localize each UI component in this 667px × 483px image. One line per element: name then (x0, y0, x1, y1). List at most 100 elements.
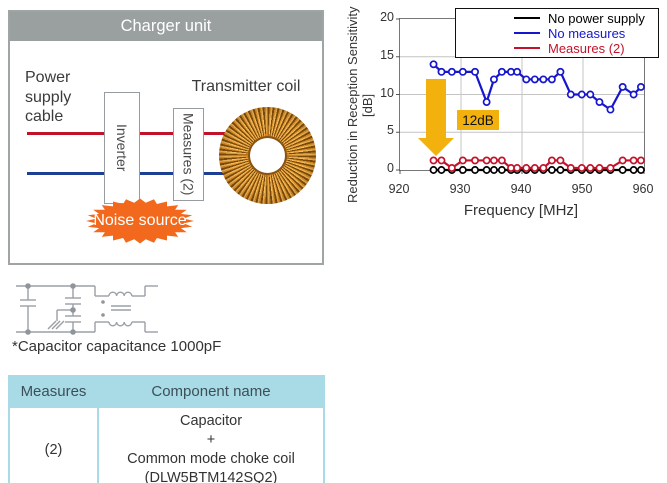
legend-swatch (514, 46, 540, 50)
filter-schematic (16, 283, 158, 335)
series-marker (429, 156, 438, 165)
series-marker (547, 75, 556, 84)
legend-swatch (514, 31, 540, 35)
x-tick-label: 960 (632, 182, 654, 196)
series-marker (586, 90, 595, 99)
series-marker (577, 90, 586, 99)
series-marker (629, 166, 638, 174)
series-marker (447, 67, 456, 76)
starburst-shape (86, 198, 194, 244)
series-marker (429, 60, 438, 69)
series-marker (489, 75, 498, 84)
cell-component-name: Capacitor + Common mode choke coil (DLW5… (97, 405, 325, 483)
reduction-arrow-icon (418, 79, 454, 156)
series-marker (606, 105, 615, 114)
sensitivity-chart: Reduction in Reception Sensitivity [dB] … (345, 5, 667, 223)
series-marker (522, 75, 531, 84)
inverter-label: Inverter (114, 124, 130, 172)
x-tick-label: 940 (510, 182, 532, 196)
series-marker (489, 156, 498, 165)
series-marker (437, 67, 446, 76)
series-marker (629, 90, 638, 99)
series-marker (482, 98, 491, 107)
series-marker (458, 67, 467, 76)
series-marker (586, 164, 595, 172)
x-tick-label: 950 (571, 182, 593, 196)
series-marker (595, 98, 604, 107)
series-marker (497, 156, 506, 165)
series-marker (458, 156, 467, 165)
series-marker (618, 156, 627, 165)
table-header-row: Measures Component name (8, 375, 325, 408)
series-marker (530, 164, 539, 172)
series-marker (530, 75, 539, 84)
series-marker (556, 166, 565, 174)
series-marker (429, 166, 438, 174)
series-marker (482, 156, 491, 165)
series-marker (636, 166, 645, 174)
chart-legend: No power supply No measures Measures (2) (455, 8, 659, 58)
y-tick-label: 0 (387, 161, 394, 175)
y-tick-label: 20 (380, 10, 394, 24)
series-marker (636, 82, 645, 91)
inverter-box: Inverter (104, 92, 140, 204)
transmitter-coil-label: Transmitter coil (191, 78, 301, 95)
series-marker (606, 164, 615, 172)
series-marker (489, 166, 498, 174)
series-marker (458, 166, 467, 174)
series-marker (539, 164, 548, 172)
capacitor-note: *Capacitor capacitance 1000pF (12, 338, 222, 355)
legend-item: Measures (2) (456, 40, 658, 56)
y-tick-label: 5 (387, 123, 394, 138)
table-row: (2) Capacitor + Common mode choke coil (… (8, 405, 325, 483)
legend-item: No measures (456, 25, 658, 41)
series-marker (447, 164, 456, 172)
legend-label: Measures (2) (548, 40, 625, 56)
series-marker (595, 164, 604, 172)
reduction-annotation-badge: 12dB (457, 110, 499, 130)
series-marker (471, 166, 479, 174)
components-table: Measures Component name (2) Capacitor + … (8, 375, 325, 483)
series-marker (618, 82, 627, 91)
x-axis-label: Frequency [MHz] (463, 202, 579, 219)
legend-label: No power supply (548, 10, 645, 26)
series-marker (497, 67, 506, 76)
measures-label: Measures (2) (180, 113, 197, 196)
transmitter-coil-icon (219, 107, 316, 204)
cell-measures: (2) (8, 405, 99, 483)
series-marker (437, 156, 446, 165)
series-marker (629, 156, 638, 165)
series-marker (636, 156, 645, 165)
series-marker (566, 90, 575, 99)
series-marker (471, 67, 479, 76)
power-supply-cable-label: Power supply cable (25, 69, 72, 126)
series-marker (513, 67, 522, 76)
series-marker (547, 166, 556, 174)
series-marker (471, 156, 479, 165)
series-marker (618, 166, 627, 174)
series-marker (566, 164, 575, 172)
legend-label: No measures (548, 25, 626, 41)
charger-unit-diagram: Charger unit Power supply cable Inverter… (8, 10, 324, 265)
noise-source-label: Noise source (93, 212, 187, 229)
series-marker (522, 164, 531, 172)
series-marker (539, 75, 548, 84)
y-axis-label: Reduction in Reception Sensitivity [dB] (345, 6, 375, 204)
measures-box: Measures (2) (173, 108, 204, 201)
x-tick-label: 920 (388, 182, 410, 196)
legend-swatch (514, 16, 540, 20)
series-marker (577, 164, 586, 172)
series-marker (513, 164, 522, 172)
series-marker (547, 156, 556, 165)
col-header-measures: Measures (8, 375, 99, 408)
x-tick-label: 930 (449, 182, 471, 196)
series-marker (497, 166, 506, 174)
y-tick-label: 15 (380, 47, 394, 62)
legend-item: No power supply (456, 10, 658, 26)
series-marker (437, 166, 446, 174)
col-header-component-name: Component name (97, 375, 325, 408)
series-marker (482, 166, 491, 174)
charger-unit-title: Charger unit (10, 12, 322, 41)
noise-source-starburst-icon (86, 198, 194, 244)
